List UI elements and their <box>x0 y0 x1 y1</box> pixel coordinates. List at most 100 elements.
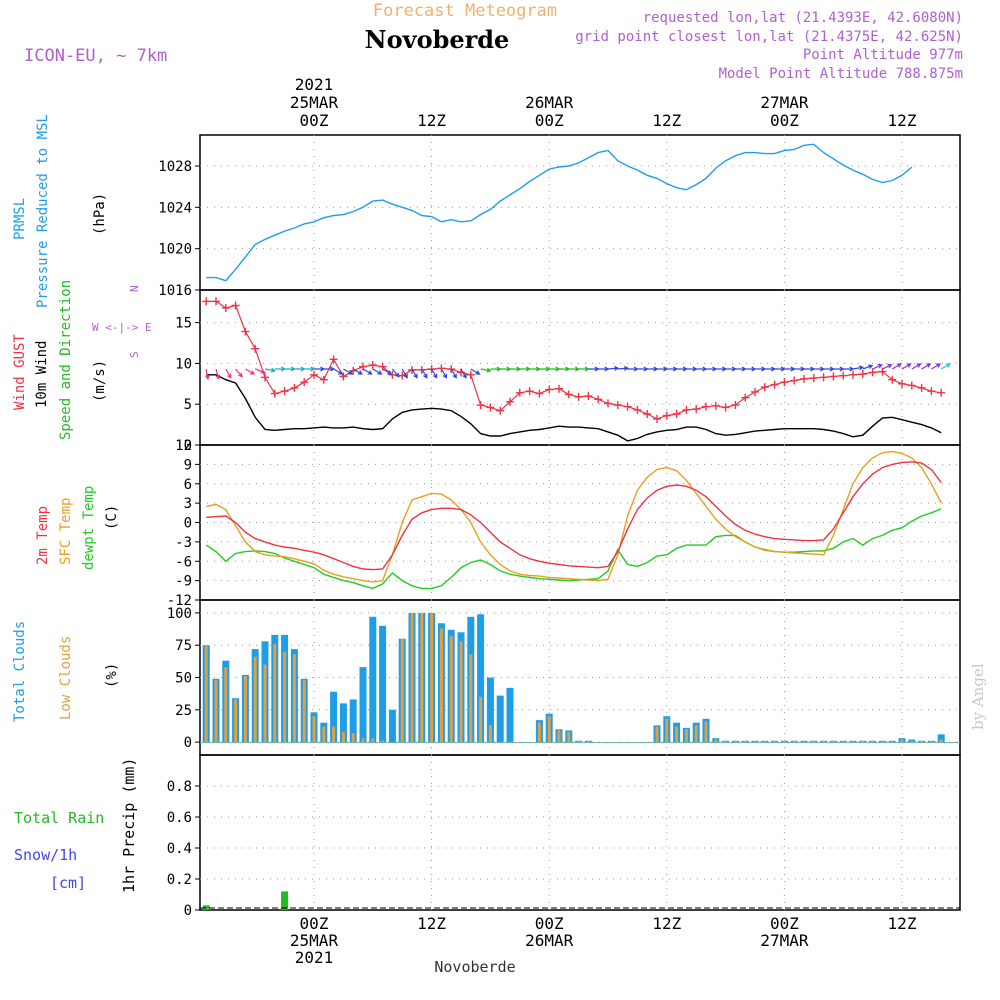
total-cloud-bar <box>369 616 377 743</box>
wind-direction-arrow <box>676 366 688 372</box>
y-tick-label: 1028 <box>158 159 192 175</box>
low-cloud-bar <box>273 643 277 743</box>
wind-direction-arrow <box>450 368 457 379</box>
dewpt-label: dewpt Temp <box>81 486 97 570</box>
y-tick-label: 9 <box>184 457 192 473</box>
low-cloud-bar <box>880 740 884 743</box>
pressure-unit-label: (hPa) <box>92 193 108 235</box>
gust-marker <box>329 355 338 364</box>
wind-direction-arrow <box>794 366 806 372</box>
gust-marker <box>741 393 750 402</box>
wind-direction-arrow <box>294 366 306 372</box>
total-cloud-bar <box>330 691 338 743</box>
wind-direction-arrow <box>774 366 786 372</box>
wind-direction-arrow <box>598 366 610 372</box>
y-tick-label: 0.8 <box>167 779 192 795</box>
wind-direction-arrow <box>539 366 551 372</box>
wind-direction-arrow <box>362 368 373 375</box>
low-cloud-bar <box>890 740 894 743</box>
y-tick-label: 0.6 <box>167 810 192 826</box>
wind-direction-arrow <box>245 368 256 375</box>
low-cloud-bar <box>684 729 688 743</box>
gust-marker <box>858 370 867 379</box>
wind-direction-arrow <box>804 366 816 372</box>
wind-direction-arrow <box>617 365 630 371</box>
grid-lines <box>200 135 960 910</box>
top-time-label: 12Z <box>652 111 681 130</box>
bottom-time-label: 2021 <box>295 948 334 967</box>
gust-marker <box>486 403 495 412</box>
low-cloud-bar <box>430 612 434 743</box>
cloud-unit-label: (%) <box>104 663 120 688</box>
y-tick-label: 5 <box>184 397 192 413</box>
bottom-time-label: 12Z <box>417 914 446 933</box>
bottom-time-label: 12Z <box>652 914 681 933</box>
low-cloud-bar <box>773 740 777 743</box>
low-cloud-bar <box>263 664 267 743</box>
low-cloud-bar <box>831 740 835 743</box>
wind-direction-arrow <box>627 366 639 372</box>
low-cloud-bar <box>214 680 218 743</box>
total-cloud-bar <box>339 703 347 743</box>
gust-marker <box>633 405 642 414</box>
bottom-time-label: 00Z <box>300 914 329 933</box>
low-cloud-bar <box>400 638 404 743</box>
temp2m-label: 2m Temp <box>35 506 51 565</box>
gust-marker <box>692 405 701 414</box>
wind-direction-arrow <box>314 366 326 372</box>
wind-direction-arrow <box>480 367 492 373</box>
top-time-label: 25MAR <box>290 93 339 112</box>
wind-direction-arrow <box>204 368 210 381</box>
top-time-label: 00Z <box>300 111 329 130</box>
top-time-label: 12Z <box>888 111 917 130</box>
low-cloud-bar <box>537 722 541 743</box>
low-cloud-bar <box>694 725 698 743</box>
low-cloud-bar <box>302 680 306 743</box>
gust-marker <box>437 364 446 373</box>
wind-direction-arrow <box>559 366 571 372</box>
top-time-label: 27MAR <box>760 93 809 112</box>
y-tick-label: 100 <box>167 606 192 622</box>
gust-marker <box>535 389 544 398</box>
y-tick-label: -3 <box>175 535 192 551</box>
gust-marker <box>790 376 799 385</box>
wind-speed-line <box>206 374 942 442</box>
bottom-time-label: 00Z <box>770 914 799 933</box>
low-cloud-bar <box>655 726 659 743</box>
y-tick-label: 0 <box>184 735 192 751</box>
gust-marker <box>221 303 230 312</box>
wind-direction-arrow <box>382 368 393 375</box>
low-cloud-bar <box>420 612 424 743</box>
total-cloud-bar <box>359 667 367 743</box>
y-tick-label: 75 <box>175 638 192 654</box>
y-tick-label: -9 <box>175 574 192 590</box>
gust-marker <box>466 370 475 379</box>
y-tick-label: 0 <box>184 438 192 454</box>
wind-direction-arrow <box>264 367 277 373</box>
low-cloud-bar <box>939 739 943 743</box>
wind-direction-arrow <box>421 368 428 379</box>
gust-marker <box>594 395 603 404</box>
wind-direction-arrow <box>440 368 448 379</box>
wind-direction-arrow <box>647 366 659 372</box>
y-tick-label: 3 <box>184 496 192 512</box>
y-tick-label: 25 <box>175 703 192 719</box>
temp-unit-label: (C) <box>104 505 120 530</box>
low-cloud-bar <box>234 699 238 743</box>
wind-direction-arrow <box>578 366 590 372</box>
wind-direction-arrow <box>813 366 826 372</box>
low-cloud-bar <box>243 676 247 743</box>
gust-marker <box>809 374 818 383</box>
gust-marker <box>270 389 279 398</box>
chart-title: Novoberde <box>365 25 510 54</box>
gust-marker <box>721 403 730 412</box>
gust-marker <box>545 385 554 394</box>
wind-direction-arrow <box>735 366 747 372</box>
low-cloud-bar <box>204 645 208 743</box>
gust-marker <box>584 392 593 401</box>
low-cloud-bar <box>332 726 336 743</box>
gust-marker <box>231 301 240 310</box>
gust-marker <box>623 402 632 411</box>
gust-marker <box>800 374 808 383</box>
low-cloud-bar <box>861 740 865 743</box>
